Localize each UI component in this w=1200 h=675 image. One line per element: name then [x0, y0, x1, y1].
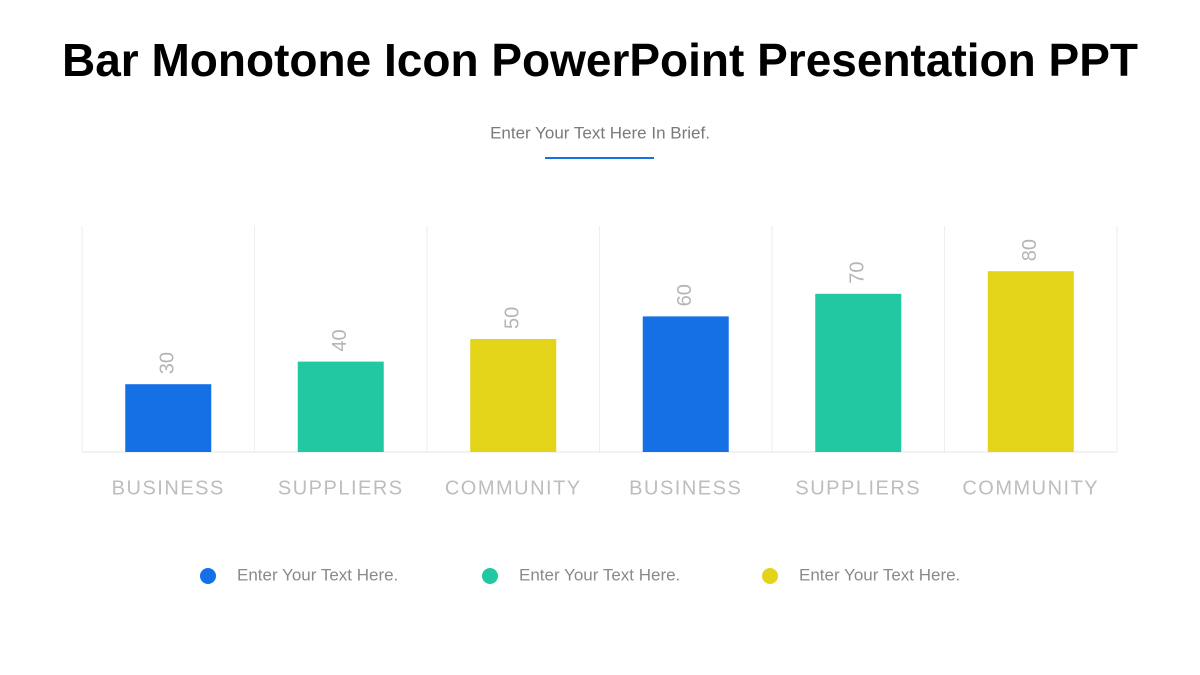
legend-label: Enter Your Text Here. — [237, 565, 398, 584]
legend-label: Enter Your Text Here. — [519, 565, 680, 584]
legend-marker — [762, 568, 778, 584]
bar — [642, 316, 729, 452]
value-label: 30 — [157, 352, 179, 374]
value-label: 80 — [1019, 239, 1041, 261]
legend-label: Enter Your Text Here. — [799, 565, 960, 584]
value-label: 70 — [847, 262, 869, 284]
value-label: 60 — [674, 284, 696, 306]
x-tick-label: COMMUNITY — [962, 477, 1099, 499]
x-tick-label: BUSINESS — [629, 477, 742, 499]
chart-title: Bar Monotone Icon PowerPoint Presentatio… — [62, 34, 1138, 86]
x-tick-label: BUSINESS — [112, 477, 225, 499]
legend-marker — [200, 568, 216, 584]
value-label: 40 — [329, 329, 351, 351]
value-label: 50 — [502, 307, 524, 329]
bar — [125, 384, 212, 452]
bar — [987, 271, 1074, 452]
bar — [815, 293, 902, 452]
chart-subtitle: Enter Your Text Here In Brief. — [490, 123, 710, 142]
bar — [470, 339, 557, 452]
bar — [297, 361, 384, 452]
legend-marker — [482, 568, 498, 584]
x-tick-label: SUPPLIERS — [795, 477, 921, 499]
x-tick-label: SUPPLIERS — [278, 477, 404, 499]
x-tick-label: COMMUNITY — [445, 477, 582, 499]
